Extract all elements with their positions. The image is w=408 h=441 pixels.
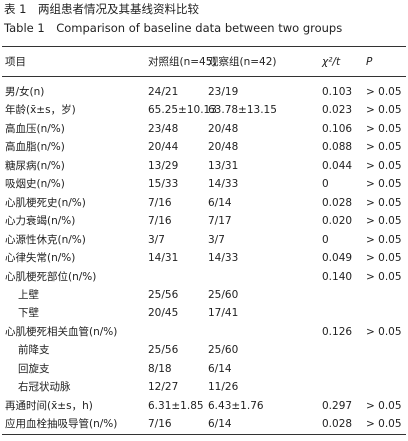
item-cell: 前降支 bbox=[18, 344, 50, 357]
control-cell: 25/56 bbox=[148, 288, 179, 301]
observe-cell: 14/33 bbox=[208, 252, 239, 265]
observe-cell: 14/33 bbox=[208, 178, 239, 191]
observe-cell: 23/19 bbox=[208, 86, 239, 98]
p-cell: > 0.05 bbox=[366, 215, 402, 228]
p-cell: > 0.05 bbox=[366, 141, 402, 154]
stat-cell: 0.028 bbox=[322, 418, 353, 431]
observe-cell: 11/26 bbox=[208, 381, 239, 394]
stat-cell: 0.044 bbox=[322, 159, 353, 172]
item-cell: 糖尿病(n/%) bbox=[5, 159, 65, 172]
item-cell: 下壁 bbox=[18, 307, 39, 320]
p-cell: > 0.05 bbox=[366, 270, 402, 283]
p-cell: > 0.05 bbox=[366, 399, 402, 412]
observe-cell: 20/48 bbox=[208, 122, 239, 135]
item-cell: 再通时间(x̄±s，h) bbox=[5, 399, 93, 412]
control-cell: 24/21 bbox=[148, 86, 179, 98]
observe-cell: 6/14 bbox=[208, 418, 232, 431]
column-header: 观察组(n=42) bbox=[208, 56, 277, 68]
column-header: 项目 bbox=[5, 56, 26, 68]
item-cell: 心源性休克(n/%) bbox=[5, 233, 86, 246]
item-cell: 心肌梗死相关血管(n/%) bbox=[5, 325, 118, 338]
p-cell: > 0.05 bbox=[366, 252, 402, 265]
stat-cell: 0.126 bbox=[322, 325, 353, 338]
control-cell: 7/16 bbox=[148, 215, 172, 228]
control-cell: 20/44 bbox=[148, 141, 179, 154]
control-cell: 12/27 bbox=[148, 381, 179, 394]
item-cell: 应用血栓抽吸导管(n/%) bbox=[5, 418, 118, 431]
item-cell: 上壁 bbox=[18, 288, 39, 301]
p-cell: > 0.05 bbox=[366, 86, 402, 98]
observe-cell: 63.78±13.15 bbox=[208, 104, 277, 117]
item-cell: 心律失常(n/%) bbox=[5, 252, 76, 265]
item-cell: 心肌梗死史(n/%) bbox=[5, 196, 86, 209]
stat-cell: 0.020 bbox=[322, 215, 353, 228]
header-rule bbox=[2, 76, 406, 77]
control-cell: 13/29 bbox=[148, 159, 179, 172]
control-cell: 15/33 bbox=[148, 178, 179, 191]
control-cell: 20/45 bbox=[148, 307, 179, 320]
p-cell: > 0.05 bbox=[366, 178, 402, 191]
stat-cell: 0.049 bbox=[322, 252, 353, 265]
item-cell: 心肌梗死部位(n/%) bbox=[5, 270, 97, 283]
item-cell: 年龄(x̄±s，岁) bbox=[5, 104, 76, 117]
item-cell: 回旋支 bbox=[18, 362, 50, 375]
observe-cell: 13/31 bbox=[208, 159, 239, 172]
item-cell: 右冠状动脉 bbox=[18, 381, 71, 394]
control-cell: 7/16 bbox=[148, 196, 172, 209]
observe-cell: 7/17 bbox=[208, 215, 232, 228]
item-cell: 吸烟史(n/%) bbox=[5, 178, 65, 191]
p-cell: > 0.05 bbox=[366, 418, 402, 431]
observe-cell: 3/7 bbox=[208, 233, 225, 246]
stat-cell: 0.140 bbox=[322, 270, 353, 283]
stat-cell: 0.088 bbox=[322, 141, 353, 154]
column-header: P bbox=[366, 56, 373, 68]
observe-cell: 25/60 bbox=[208, 288, 239, 301]
title-en: Table 1 Comparison of baseline data betw… bbox=[4, 21, 343, 35]
column-header: 对照组(n=45) bbox=[148, 56, 217, 68]
observe-cell: 6/14 bbox=[208, 362, 232, 375]
control-cell: 7/16 bbox=[148, 418, 172, 431]
control-cell: 8/18 bbox=[148, 362, 172, 375]
stat-cell: 0.023 bbox=[322, 104, 353, 117]
control-cell: 65.25±10.13 bbox=[148, 104, 217, 117]
control-cell: 23/48 bbox=[148, 122, 179, 135]
observe-cell: 6.43±1.76 bbox=[208, 399, 264, 412]
stat-cell: 0 bbox=[322, 233, 329, 246]
observe-cell: 25/60 bbox=[208, 344, 239, 357]
p-cell: > 0.05 bbox=[366, 104, 402, 117]
item-cell: 高血脂(n/%) bbox=[5, 141, 65, 154]
control-cell: 6.31±1.85 bbox=[148, 399, 204, 412]
observe-cell: 20/48 bbox=[208, 141, 239, 154]
item-cell: 高血压(n/%) bbox=[5, 122, 65, 135]
stat-cell: 0.297 bbox=[322, 399, 353, 412]
title-cn: 表 1 两组患者情况及其基线资料比较 bbox=[4, 2, 199, 16]
column-header: χ²/t bbox=[322, 56, 341, 68]
observe-cell: 6/14 bbox=[208, 196, 232, 209]
observe-cell: 17/41 bbox=[208, 307, 239, 320]
control-cell: 14/31 bbox=[148, 252, 179, 265]
item-cell: 男/女(n) bbox=[5, 86, 45, 98]
control-cell: 25/56 bbox=[148, 344, 179, 357]
p-cell: > 0.05 bbox=[366, 233, 402, 246]
stat-cell: 0.103 bbox=[322, 86, 353, 98]
p-cell: > 0.05 bbox=[366, 325, 402, 338]
top-rule bbox=[2, 46, 406, 47]
item-cell: 心力衰竭(n/%) bbox=[5, 215, 76, 228]
stat-cell: 0.106 bbox=[322, 122, 353, 135]
p-cell: > 0.05 bbox=[366, 196, 402, 209]
p-cell: > 0.05 bbox=[366, 122, 402, 135]
p-cell: > 0.05 bbox=[366, 159, 402, 172]
bottom-rule bbox=[2, 434, 406, 435]
control-cell: 3/7 bbox=[148, 233, 165, 246]
stat-cell: 0 bbox=[322, 178, 329, 191]
stat-cell: 0.028 bbox=[322, 196, 353, 209]
